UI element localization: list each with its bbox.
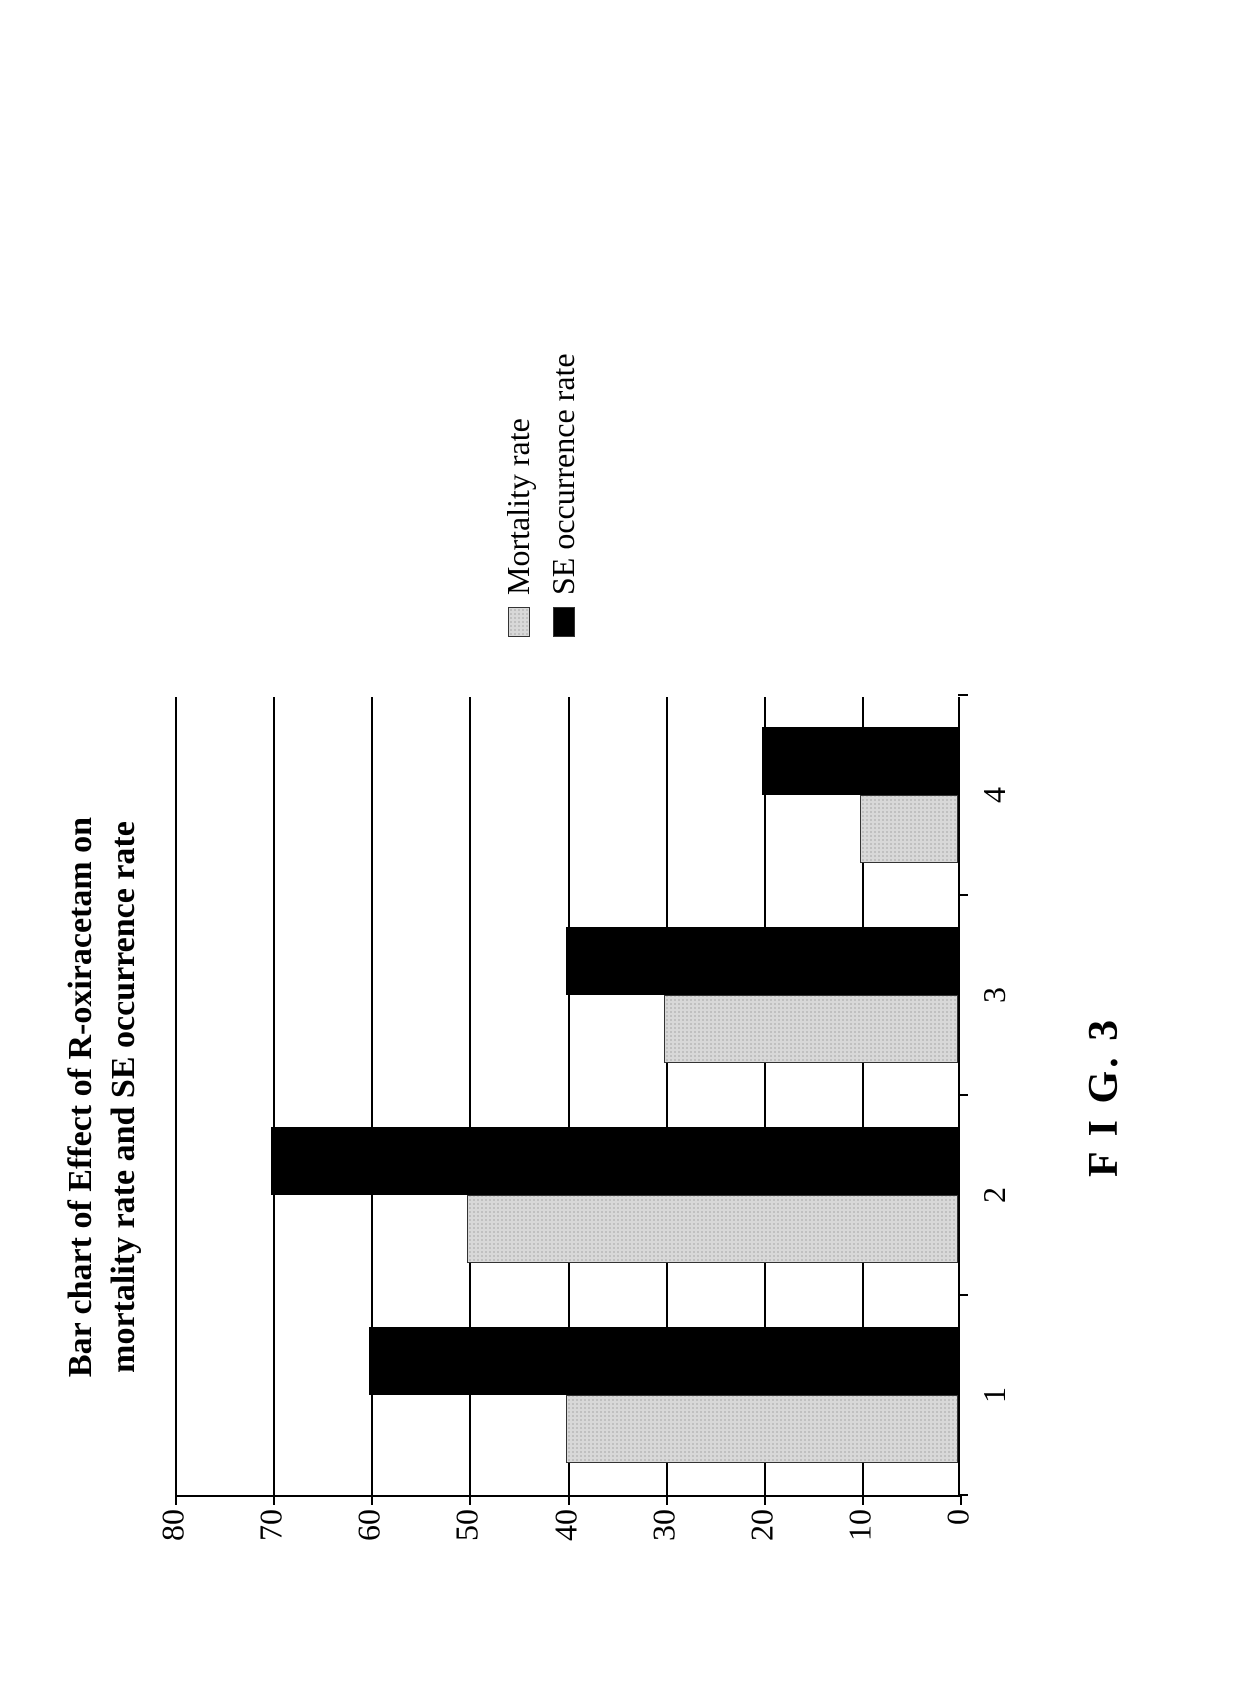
- chart-title: Bar chart of Effect of R-oxiracetam on m…: [60, 697, 145, 1497]
- y-tick-mark: [371, 1495, 373, 1505]
- y-tick-mark: [469, 1495, 471, 1505]
- bar-mortality: [664, 995, 958, 1063]
- y-tick-label: 60: [351, 1509, 388, 1541]
- y-tick-mark: [568, 1495, 570, 1505]
- legend-label-mortality: Mortality rate: [500, 418, 537, 595]
- legend-swatch-se: [553, 607, 575, 637]
- legend-item-mortality: Mortality rate: [500, 353, 537, 637]
- x-tick-label: 3: [976, 987, 1013, 1003]
- bar-mortality: [860, 795, 958, 863]
- figure-caption: F I G. 3: [1080, 1017, 1128, 1177]
- bar-se: [369, 1327, 958, 1395]
- y-tick-mark: [960, 1495, 962, 1505]
- x-tick-mark: [958, 894, 968, 896]
- y-tick-mark: [862, 1495, 864, 1505]
- legend-label-se: SE occurrence rate: [545, 353, 582, 595]
- y-tick-mark: [273, 1495, 275, 1505]
- y-tick-label: 70: [253, 1509, 290, 1541]
- page-rotated: Bar chart of Effect of R-oxiracetam on m…: [0, 457, 1240, 1697]
- grid-line: [175, 697, 177, 1495]
- x-tick-mark: [958, 1094, 968, 1096]
- bar-mortality: [566, 1395, 959, 1463]
- x-tick-mark: [958, 694, 968, 696]
- x-tick-label: 2: [976, 1187, 1013, 1203]
- y-tick-label: 0: [940, 1509, 977, 1525]
- y-tick-label: 30: [645, 1509, 682, 1541]
- bar-se: [762, 727, 958, 795]
- x-tick-label: 1: [976, 1387, 1013, 1403]
- canvas: Bar chart of Effect of R-oxiracetam on m…: [0, 0, 1240, 1697]
- y-tick-mark: [666, 1495, 668, 1505]
- y-tick-mark: [175, 1495, 177, 1505]
- y-tick-label: 20: [743, 1509, 780, 1541]
- y-tick-label: 80: [155, 1509, 192, 1541]
- x-tick-mark: [958, 1294, 968, 1296]
- plot-area: 010203040506070801234: [175, 697, 960, 1497]
- bar-se: [566, 927, 959, 995]
- x-tick-label: 4: [976, 787, 1013, 803]
- y-tick-label: 50: [449, 1509, 486, 1541]
- bar-mortality: [467, 1195, 958, 1263]
- x-tick-mark: [958, 1494, 968, 1496]
- legend-item-se: SE occurrence rate: [545, 353, 582, 637]
- y-tick-mark: [764, 1495, 766, 1505]
- y-tick-label: 10: [841, 1509, 878, 1541]
- grid-line: [273, 697, 275, 1495]
- legend: Mortality rate SE occurrence rate: [500, 353, 590, 637]
- y-tick-label: 40: [547, 1509, 584, 1541]
- legend-swatch-mortality: [508, 607, 530, 637]
- bar-se: [271, 1127, 958, 1195]
